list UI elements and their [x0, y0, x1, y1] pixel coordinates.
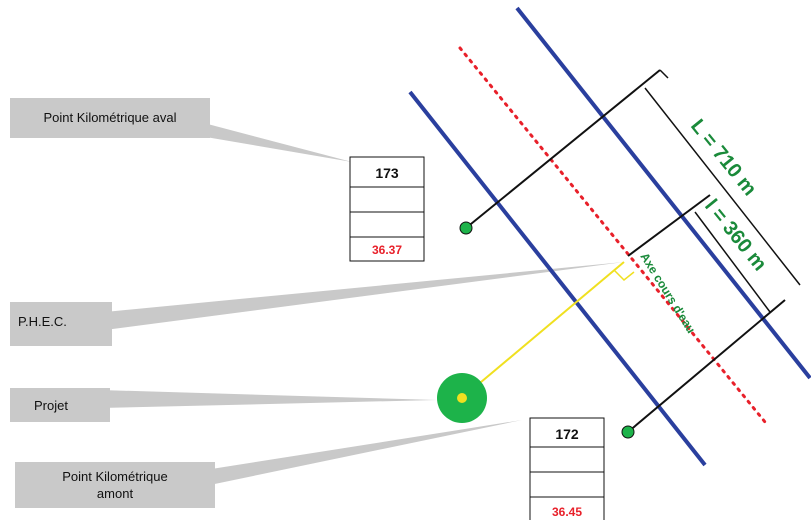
callout-pointer	[205, 420, 522, 486]
dim-line-L	[644, 87, 801, 286]
callout-pointer	[200, 122, 352, 162]
left-bank-line	[408, 90, 707, 467]
callout-phec: P.H.E.C.	[10, 262, 624, 346]
dim-line-l	[694, 211, 771, 313]
pk-table-frame	[349, 156, 425, 262]
callout-pointer	[100, 390, 437, 408]
section-amont-node	[621, 425, 635, 439]
axis-label: Axe cours d'eau	[637, 250, 698, 336]
callout-pk-amont: Point Kilométrique amont	[15, 420, 522, 508]
pk-number: 173	[375, 165, 399, 181]
callout-box	[10, 98, 210, 138]
dimension-L: L = 710 m	[644, 69, 801, 286]
river-axis-line	[458, 46, 767, 424]
pk-number: 172	[555, 426, 579, 442]
section-line-aval	[465, 69, 661, 229]
section-aval-node	[459, 221, 473, 235]
pk-aval-table: 173 36.37	[349, 156, 425, 262]
pk-amont-table: 172 36.45	[529, 417, 605, 520]
section-line-amont	[627, 299, 786, 433]
pk-table-frame	[529, 417, 605, 520]
dimension-l: l = 360 m	[694, 195, 771, 313]
callout-box	[15, 462, 215, 508]
right-bank-line	[515, 6, 811, 380]
callout-pk-aval: Point Kilométrique aval	[10, 98, 352, 162]
section-line-phec	[627, 194, 711, 257]
callout-label: Projet	[34, 398, 68, 413]
callout-label-line2: amont	[97, 486, 134, 501]
callout-label: P.H.E.C.	[18, 314, 67, 329]
callout-box	[10, 302, 112, 346]
right-angle-marker	[613, 269, 635, 282]
pk-phec-value: 36.37	[372, 243, 402, 257]
callout-pointer	[105, 262, 624, 330]
callout-label-line1: Point Kilométrique	[62, 469, 168, 484]
projet-link-line	[461, 261, 625, 399]
callout-projet: Projet	[10, 388, 437, 422]
pk-phec-value: 36.45	[552, 505, 582, 519]
callout-box	[10, 388, 110, 422]
dim-tick	[659, 69, 669, 79]
callout-label: Point Kilométrique aval	[44, 110, 177, 125]
projet-center	[457, 393, 467, 403]
